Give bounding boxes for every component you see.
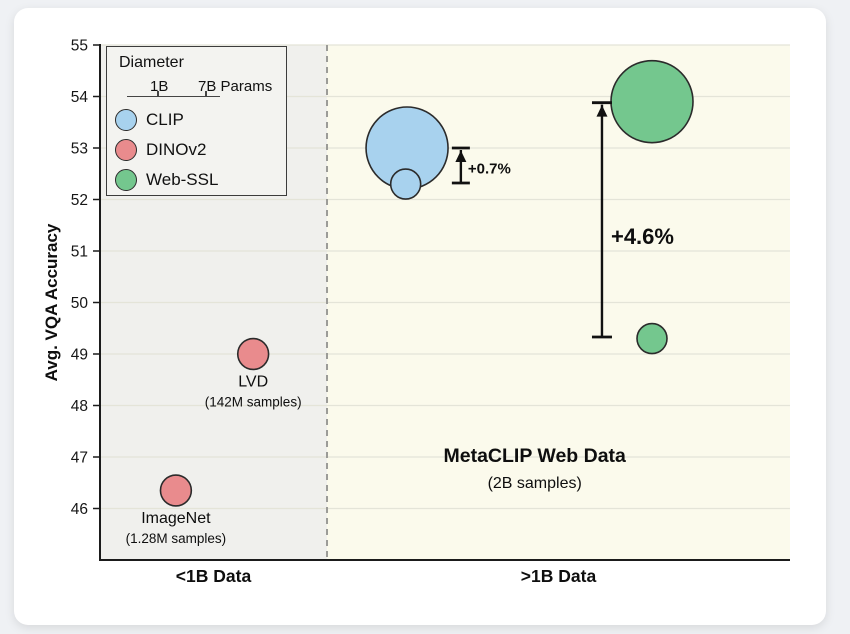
bubble-web-ssl-7b	[610, 59, 694, 144]
point-sublabel: (142M samples)	[205, 394, 302, 409]
y-tick-label: 47	[71, 450, 88, 467]
bubble-clip-1b	[389, 168, 422, 200]
legend-item-label: CLIP	[146, 110, 184, 129]
chart-card: 55 54 53 52 51 50 49 48 47 46 <1B Data >1B Data Avg.…	[14, 8, 826, 625]
bubble-dinov2-imagenet	[159, 474, 193, 507]
legend-item-label: Web-SSL	[146, 170, 219, 189]
clip-color-swatch	[115, 109, 137, 131]
legend-item-web-ssl: Web-SSL	[115, 165, 278, 195]
y-tick-label: 55	[71, 38, 88, 55]
arrow-delta-label: +4.6%	[611, 224, 674, 249]
x-category-label-0: <1B Data	[176, 566, 252, 586]
y-tick-label: 53	[71, 141, 88, 158]
point-label: LVD	[238, 373, 268, 390]
y-tick-label: 46	[71, 501, 88, 518]
annotation-title: MetaCLIP Web Data	[443, 445, 626, 467]
point-label: ImageNet	[141, 510, 211, 527]
web-ssl-color-swatch	[115, 169, 137, 191]
y-tick-label: 51	[71, 244, 88, 261]
legend-size-scale-line	[127, 91, 220, 97]
y-tick-label: 50	[71, 295, 89, 312]
legend-item-dinov2: DINOv2	[115, 135, 278, 165]
legend-item-label: DINOv2	[146, 140, 207, 159]
legend-size-max-label: 7B Params	[198, 78, 273, 95]
y-tick-label: 49	[71, 347, 88, 364]
arrow-head-0	[455, 150, 467, 162]
dinov2-color-swatch	[115, 139, 137, 161]
x-category-label-1: >1B Data	[521, 566, 597, 586]
legend-scale-tick-1b	[157, 91, 159, 97]
legend-items: CLIP DINOv2 Web-SSL	[115, 105, 278, 195]
y-axis-title: Avg. VQA Accuracy	[42, 223, 61, 381]
bubble-web-ssl-1b	[636, 322, 668, 355]
legend-scale-tick-7b	[205, 91, 207, 97]
legend-title: Diameter	[119, 54, 184, 71]
legend-size-min-label: 1B	[150, 78, 169, 95]
y-tick-label: 54	[71, 89, 89, 106]
bubble-dinov2-lvd	[236, 337, 270, 371]
point-sublabel: (1.28M samples)	[126, 531, 227, 546]
arrow-head-1	[596, 105, 608, 117]
annotation-subtitle: (2B samples)	[488, 475, 582, 492]
legend: Diameter 1B 7B Params CLIP DINOv2 Web-SS…	[106, 46, 287, 196]
legend-size-scale: 1B 7B Params	[115, 73, 278, 102]
legend-item-clip: CLIP	[115, 105, 278, 135]
arrow-delta-label: +0.7%	[468, 161, 511, 178]
y-tick-label: 48	[71, 398, 88, 415]
y-tick-label: 52	[71, 192, 88, 209]
